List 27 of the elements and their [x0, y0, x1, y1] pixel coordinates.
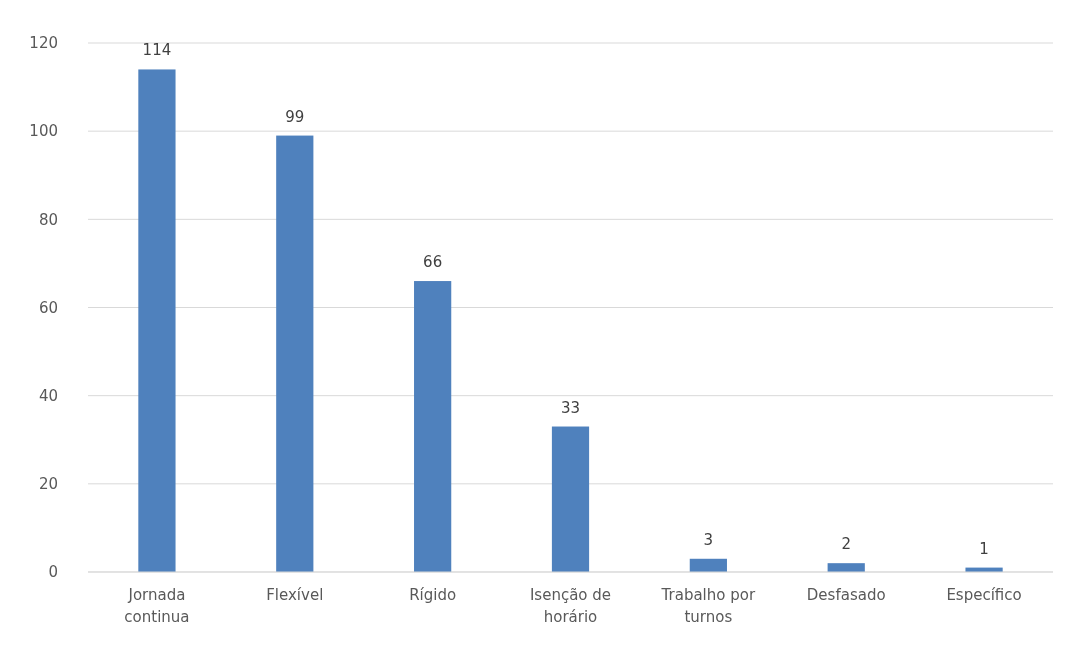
data-label: 3: [703, 530, 714, 549]
x-tick-label: Jornada continua: [124, 586, 190, 626]
data-label: 2: [841, 535, 851, 554]
y-tick-label: 20: [38, 475, 58, 494]
data-label: 99: [285, 107, 305, 126]
x-tick-label: Rígido: [409, 586, 457, 604]
bar: [689, 558, 727, 572]
bar: [414, 281, 452, 572]
y-tick-label: 0: [48, 563, 58, 582]
bar: [276, 135, 314, 572]
data-label: 1: [979, 539, 989, 558]
y-tick-label: 120: [29, 34, 58, 53]
y-tick-label: 80: [38, 210, 58, 229]
y-tick-label: 60: [38, 298, 58, 317]
bar: [551, 426, 590, 572]
data-label: 33: [560, 398, 581, 417]
data-label: 66: [423, 253, 443, 272]
x-tick-label: Isenção de horário: [529, 586, 612, 626]
x-tick-label: Específico: [946, 586, 1022, 604]
bar: [827, 563, 865, 572]
x-tick-label: Flexível: [266, 586, 324, 604]
x-tick-label: Desfasado: [806, 586, 886, 604]
y-tick-label: 40: [38, 386, 58, 405]
x-tick-label: Trabalho por turnos: [660, 586, 756, 626]
bar: [138, 69, 176, 572]
y-tick-label: 100: [29, 122, 58, 141]
data-label: 114: [142, 41, 172, 60]
